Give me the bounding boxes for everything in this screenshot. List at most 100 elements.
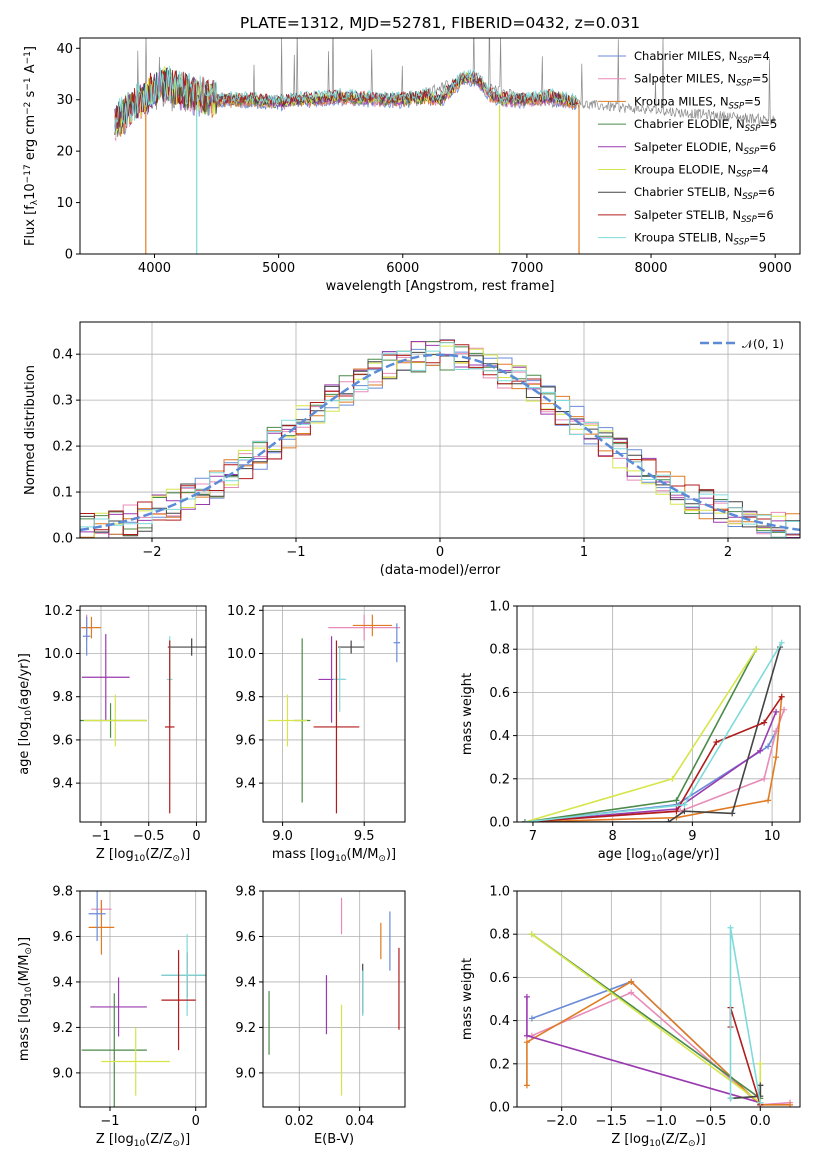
weight-marker [713,739,720,746]
legend-entry-count: =6 [759,140,776,154]
plot-area [267,614,401,814]
y-axis-label-part: Flux [f [23,205,38,246]
weight-marker [681,808,688,815]
y-tick-label: 1.0 [489,600,510,615]
observed-spectrum [114,38,776,131]
weight-marker [781,706,788,713]
y-axis-label: mass weight [460,673,475,755]
y-tick-label: 9.0 [52,1066,73,1081]
x-tick-label: 9000 [759,261,792,276]
y-tick-label: 0.0 [52,532,73,547]
y-tick-label: 9.4 [52,975,73,990]
y-axis-label-part: −2 [23,102,33,115]
y-axis-label-part: 10 [24,710,34,722]
x-axis-label-part: )] [696,1132,706,1147]
legend-entry-sub: SSP [742,192,758,202]
legend-entry: Salpeter ELODIE, NSSP=6 [634,140,776,157]
y-tick-label: 0.0 [489,1101,510,1116]
weight-marker [778,693,785,700]
y-tick-label: 1.0 [489,885,510,900]
y-axis-label-part: (age/yr)] [17,653,32,710]
x-axis-label-part: )] [180,1132,190,1147]
charts-container: 4000 5000 6000 7000 8000 9000010203040wavelen… [17,37,801,1149]
x-axis-label-part: 10 [651,854,663,864]
model-spectrum-6 [114,67,577,136]
legend-entry: Salpeter MILES, NSSP=5 [634,72,769,89]
x-axis-label-part: age [log [598,847,651,862]
y-axis-label-part: (M/M [17,955,32,987]
y-tick-label: 9.6 [52,930,73,945]
weight-marker [757,1060,764,1067]
weight-marker [681,801,688,808]
y-axis-label-part: ] [23,46,38,51]
x-tick-label: 9.5 [354,829,375,844]
weight-line-1 [531,991,791,1106]
weight-marker [523,993,530,1000]
weight-line-6 [525,646,781,822]
weight-marker [669,775,676,782]
y-tick-label: 0.8 [489,928,510,943]
x-axis-label-part: )] [386,847,396,862]
axes-age-vs-Z: −1 −0.5 09.49.69.810.010.2Z [log10(Z/Z⊙)]a… [17,604,207,864]
model-spectrum-8 [114,65,577,133]
y-tick-label: 0.4 [489,729,510,744]
x-tick-label: 8000 [634,261,667,276]
axes-frame [516,890,801,1108]
y-axis-label: Normed distribution [23,365,38,495]
x-axis-label-part: ⊙ [688,1139,696,1149]
y-axis-label-part: λ [30,199,40,205]
y-axis-label-part: −1 [23,77,33,90]
axes-age-vs-mass: 9.0 9.5 9.4 9.6 9.8 10.0 10.2 mass [log10(M/M⊙)… [227,604,406,864]
legend-entry-name: Kroupa MILES, N [634,94,729,108]
x-axis-label-part: 10 [134,854,146,864]
weight-line-8 [729,927,762,1103]
y-tick-label: 9.6 [235,733,256,748]
y-tick-label: 9.6 [235,930,256,945]
y-axis-label: age [log10(age/yr)] [17,653,34,775]
y-tick-label: 0.6 [489,686,510,701]
legend-entry-name: Salpeter ELODIE, N [634,140,744,154]
legend-entry-sub: SSP [736,79,752,89]
y-tick-label: 9.2 [235,1021,256,1036]
x-axis-label-part: ⊙ [172,1139,180,1149]
y-tick-label: 30 [56,93,73,108]
plot-area [268,897,400,1096]
y-axis-label: mass [log10(M/M⊙)] [17,937,34,1061]
x-tick-label: −0.5 [695,1114,727,1129]
legend-entry: Kroupa ELODIE, NSSP=4 [634,163,769,180]
y-axis-label-part: )] [17,937,32,947]
weight-line-0 [531,980,761,1106]
x-axis-label: Z [log10(Z/Z⊙)] [96,847,190,864]
legend-entry-name: Chabrier ELODIE, N [634,117,745,131]
legend-entry: Chabrier ELODIE, NSSP=5 [634,117,777,134]
axes-frame [516,605,801,823]
x-tick-label: 6000 [386,261,419,276]
y-axis-label-part: s [23,90,38,101]
legend-entry-sub: SSP [744,147,760,157]
x-axis-label-part: (Z/Z [661,1132,688,1147]
y-axis-label-part: age [log [17,722,32,775]
y-axis-label-part: −1 [23,51,33,64]
x-axis-label-part: (M/M [347,847,379,862]
y-tick-label: 9.8 [52,885,73,900]
x-tick-label: −1.5 [596,1114,628,1129]
y-tick-label: 9.8 [52,690,73,705]
plot-area [80,339,800,538]
x-tick-label: −1 [286,545,305,560]
y-axis-label-part: mass [log [17,998,32,1061]
legend-entry-name: Chabrier STELIB, N [634,185,742,199]
weight-marker [528,931,535,938]
x-tick-label: 5000 [262,261,295,276]
y-tick-label: 0.8 [489,643,510,658]
y-tick-label: 10.2 [44,604,73,619]
x-axis-label-part: (age/yr)] [662,847,719,862]
x-axis-label: mass [log10(M/M⊙)] [272,847,396,864]
weight-marker [757,1099,764,1106]
x-tick-label: 0 [192,829,200,844]
x-axis-label-part: 10 [335,854,347,864]
x-tick-label: 0.02 [285,1114,314,1129]
y-tick-label: 9.0 [235,1066,256,1081]
weight-marker [765,797,772,804]
weight-marker [765,743,772,750]
